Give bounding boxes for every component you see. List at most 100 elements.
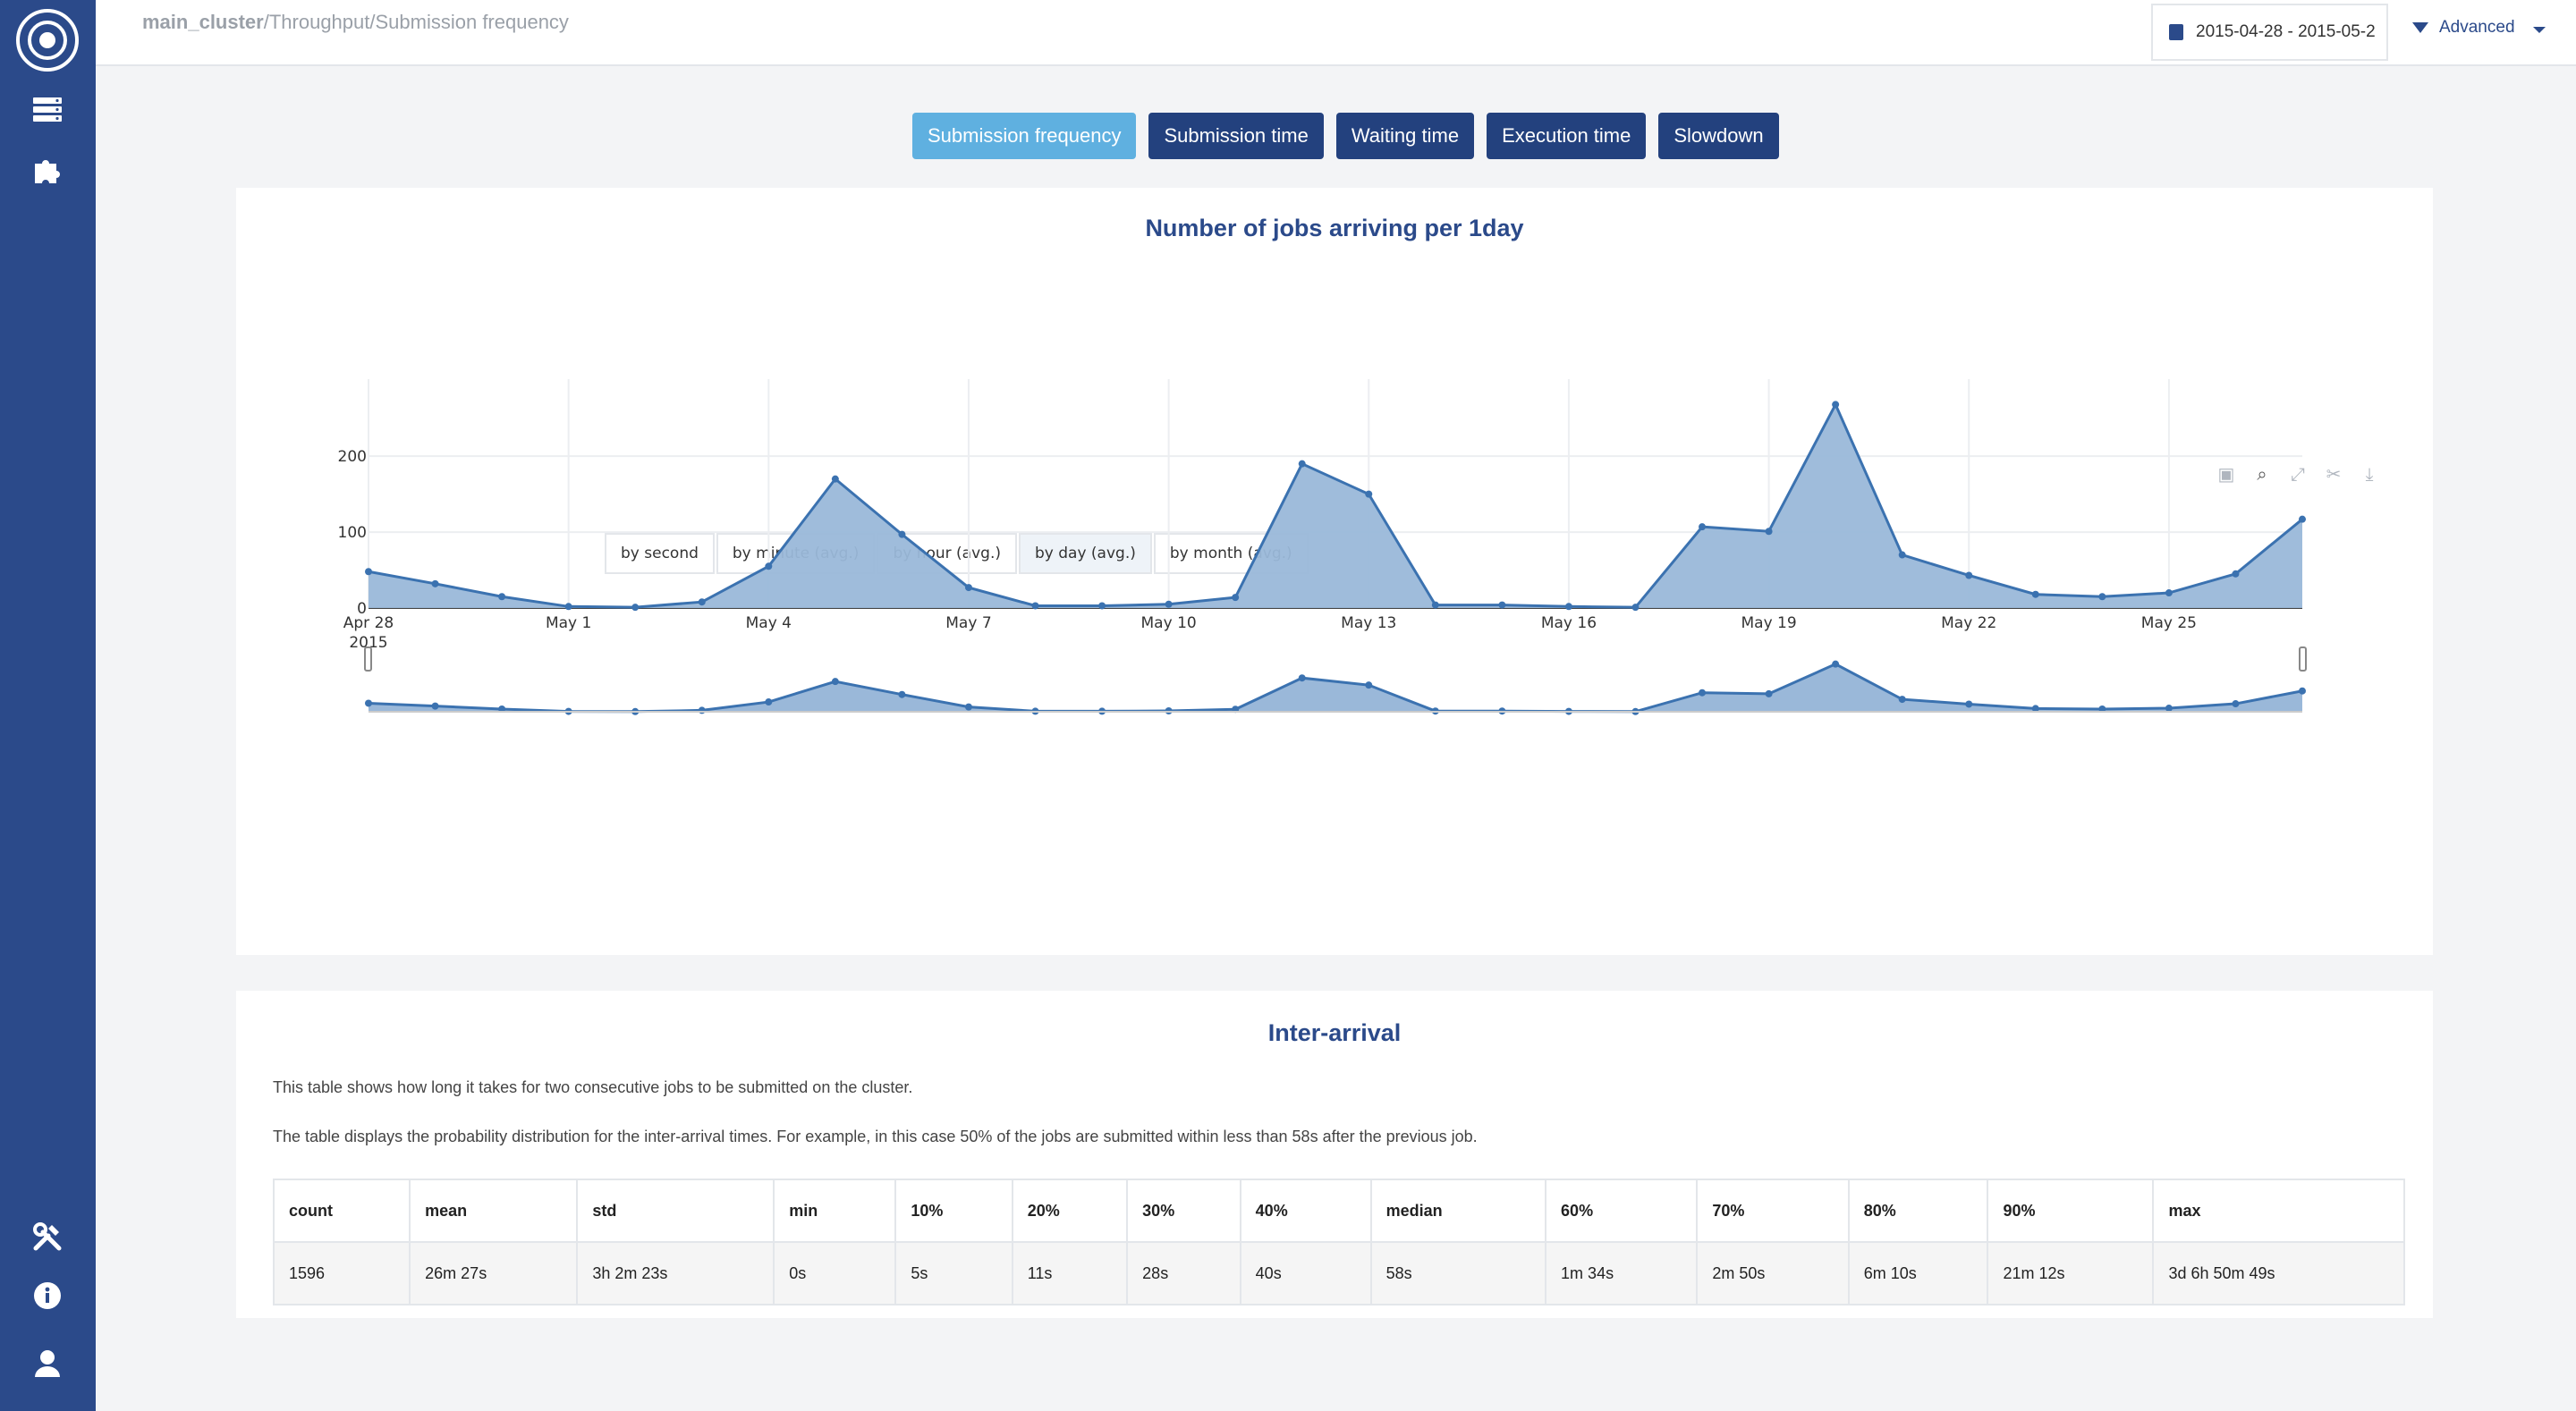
- slider-point: [898, 690, 906, 698]
- inter-arrival-title: Inter-arrival: [1267, 1019, 1402, 1046]
- slider-point: [431, 702, 439, 710]
- logo[interactable]: [16, 9, 79, 72]
- y-tick-label: 0: [357, 600, 367, 618]
- column-header: 30%: [1126, 1179, 1241, 1243]
- table-cell: 1m 34s: [1545, 1241, 1699, 1305]
- table-cell: 40s: [1239, 1241, 1372, 1305]
- zoom-icon[interactable]: ⌕: [2257, 465, 2267, 485]
- slider-handle-left: [364, 646, 372, 672]
- range-by-second[interactable]: by second: [605, 533, 715, 574]
- data-point: [831, 475, 839, 483]
- tab-submission-time[interactable]: Submission time: [1148, 113, 1324, 159]
- table-cell: 0s: [773, 1241, 897, 1305]
- area-chart[interactable]: Apr 28 2015 May 1 May 4 May 7 May 10 May 13 May…: [236, 188, 2433, 955]
- data-point: [2165, 589, 2173, 597]
- tab-slowdown[interactable]: Slowdown: [1658, 113, 1779, 159]
- data-point: [1431, 601, 1439, 609]
- inter-arrival-explanation: The table displays the probability distr…: [273, 1128, 1478, 1145]
- data-point: [2031, 590, 2039, 598]
- data-point: [1232, 594, 1240, 602]
- table-cell: 28s: [1126, 1241, 1241, 1305]
- x-tick-label: May 7: [945, 614, 991, 632]
- x-tick-sublabel: 2015: [349, 634, 387, 652]
- slider-area: [369, 663, 2302, 712]
- table-cell: 1596: [272, 1241, 411, 1305]
- top-bar: main_cluster/Throughput/Submission frequ…: [96, 0, 2576, 66]
- slider-point: [1298, 674, 1306, 682]
- x-tick-label: Apr 28: [343, 614, 394, 632]
- x-tick-label: May 13: [1341, 614, 1396, 632]
- table-cell: 5s: [894, 1241, 1013, 1305]
- tools-icon[interactable]: [29, 1218, 66, 1255]
- info-icon[interactable]: [29, 1277, 66, 1314]
- data-point: [1965, 571, 1973, 579]
- table-cell: 26m 27s: [409, 1241, 579, 1305]
- slider-point: [831, 678, 839, 686]
- slider-point: [1832, 660, 1840, 668]
- column-header: 70%: [1696, 1179, 1850, 1243]
- calendar-icon: [2169, 24, 2183, 40]
- chevron-down-icon: [2532, 26, 2546, 33]
- camera-icon[interactable]: ▣: [2217, 465, 2235, 485]
- slider-line: [368, 663, 2303, 714]
- data-point: [498, 593, 506, 601]
- series-line: [368, 401, 2303, 609]
- data-point: [1631, 604, 1640, 612]
- advanced-filter-button[interactable]: Advanced: [2412, 18, 2546, 38]
- date-range-picker[interactable]: 2015-04-28 - 2015-05-2: [2151, 4, 2388, 61]
- data-point: [431, 579, 439, 587]
- slider-point: [365, 699, 372, 707]
- tab-waiting-time[interactable]: Waiting time: [1335, 113, 1475, 159]
- table-cell: 21m 12s: [1987, 1241, 2155, 1305]
- column-header: 90%: [1987, 1179, 2155, 1243]
- slider-point: [1699, 689, 1707, 697]
- table-cell: 3h 2m 23s: [576, 1241, 775, 1305]
- slider-point: [765, 698, 773, 706]
- chart-modebar: ▣ ⌕ ⤢ ✂ ⤓: [2216, 465, 2379, 485]
- metric-tabs: Submission frequency Submission time Wai…: [912, 113, 1779, 159]
- x-tick-label: May 22: [1941, 614, 1996, 632]
- inter-arrival-description: This table shows how long it takes for t…: [273, 1078, 913, 1096]
- data-point: [964, 584, 972, 592]
- slider-point: [1898, 696, 1906, 704]
- submission-frequency-panel: Number of jobs arriving per 1day ▣ ⌕ ⤢ ✂…: [236, 188, 2433, 1127]
- advanced-label: Advanced: [2439, 18, 2515, 37]
- data-point: [698, 598, 706, 606]
- slider-point: [1765, 689, 1773, 697]
- autoscale-icon[interactable]: ⤢: [2291, 465, 2305, 485]
- range-by-day[interactable]: by day (avg.): [1019, 533, 1152, 574]
- reset-axes-icon[interactable]: ✂: [2326, 465, 2342, 485]
- data-point: [2232, 570, 2240, 578]
- x-tick-label: May 16: [1541, 614, 1597, 632]
- breadcrumb-cluster[interactable]: main_cluster: [142, 11, 264, 33]
- table-cell: 11s: [1011, 1241, 1129, 1305]
- y-tick-label: 200: [338, 448, 367, 466]
- x-tick-label: May 25: [2141, 614, 2197, 632]
- tab-execution-time[interactable]: Execution time: [1487, 113, 1647, 159]
- data-point: [1098, 602, 1106, 610]
- x-tick-label: May 10: [1141, 614, 1197, 632]
- column-header: median: [1369, 1179, 1547, 1243]
- data-point: [1564, 603, 1572, 611]
- tab-submission-frequency[interactable]: Submission frequency: [912, 113, 1137, 159]
- server-icon[interactable]: [29, 91, 66, 129]
- user-icon[interactable]: [29, 1345, 66, 1382]
- data-point: [365, 568, 372, 576]
- breadcrumb-path[interactable]: /Throughput/Submission frequency: [263, 11, 569, 33]
- data-point: [765, 562, 773, 570]
- data-point: [1165, 600, 1173, 608]
- download-icon[interactable]: ⤓: [2365, 465, 2374, 485]
- puzzle-icon[interactable]: [29, 150, 66, 188]
- chart-title: Number of jobs arriving per 1day: [1145, 215, 1524, 241]
- data-point: [631, 604, 640, 612]
- slider-point: [1365, 681, 1373, 689]
- slider-point: [964, 703, 972, 711]
- column-header: 20%: [1011, 1179, 1129, 1243]
- slider-point: [2165, 705, 2173, 713]
- column-header: count: [272, 1179, 411, 1243]
- table-cell: 2m 50s: [1696, 1241, 1850, 1305]
- column-header: 10%: [894, 1179, 1013, 1243]
- column-header: max: [2152, 1179, 2405, 1243]
- table-cell: 6m 10s: [1847, 1241, 1989, 1305]
- data-point: [1699, 523, 1707, 531]
